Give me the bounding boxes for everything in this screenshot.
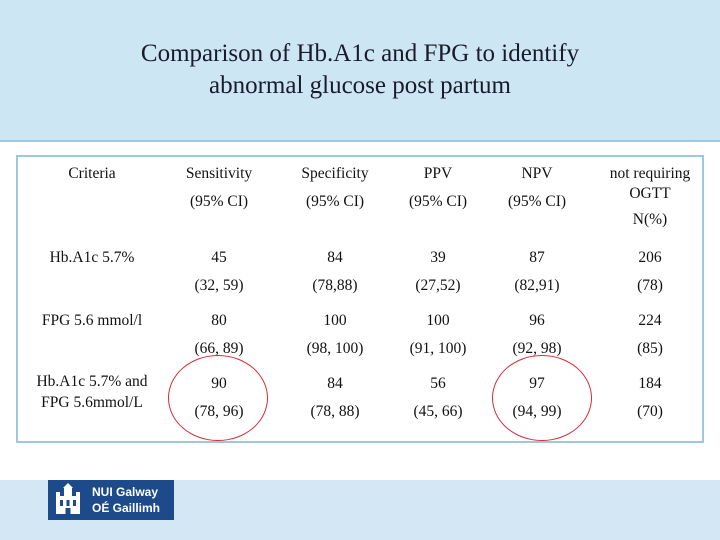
row3-specificity-ci: (78, 88) <box>310 403 360 420</box>
row1-sensitivity: 45 <box>211 249 227 266</box>
row1-specificity-ci: (78,88) <box>312 277 358 294</box>
row3-label-line2: FPG 5.6mmol/L <box>41 394 143 411</box>
row1-npv-ci: (82,91) <box>514 277 560 294</box>
row3-label: Hb.A1c 5.7% and <box>36 373 148 390</box>
nui-galway-logo: NUI Galway OÉ Gaillimh <box>48 480 174 520</box>
header-ogtt-line3: N(%) <box>632 211 668 228</box>
header-specificity-ci: (95% CI) <box>305 193 365 210</box>
title-divider <box>0 140 720 142</box>
header-ogtt-line1: not requiring <box>609 165 691 182</box>
header-ppv: PPV <box>423 165 453 182</box>
row1-sensitivity-ci: (32, 59) <box>194 277 244 294</box>
row2-sensitivity: 80 <box>211 312 227 329</box>
logo-text-english: NUI Galway <box>92 485 159 499</box>
header-ppv-ci: (95% CI) <box>408 193 468 210</box>
row2-specificity-ci: (98, 100) <box>306 340 364 357</box>
row1-ppv-ci: (27,52) <box>415 277 461 294</box>
row1-specificity: 84 <box>327 249 343 266</box>
slide-title-line1: Comparison of Hb.A1c and FPG to identify <box>140 40 580 67</box>
row2-specificity: 100 <box>323 312 347 329</box>
header-npv-ci: (95% CI) <box>507 193 567 210</box>
row2-ogtt: 224 <box>638 312 662 329</box>
logo-text-irish: OÉ Gaillimh <box>92 501 161 515</box>
row3-ppv-ci: (45, 66) <box>413 403 463 420</box>
header-criteria: Criteria <box>68 165 116 182</box>
header-ogtt-line2: OGTT <box>629 185 671 202</box>
row3-ogtt-pct: (70) <box>637 403 663 420</box>
slide-title-line2: abnormal glucose post partum <box>208 72 511 99</box>
header-npv: NPV <box>521 165 553 182</box>
comparison-table: Criteria Sensitivity (95% CI) Specificit… <box>16 155 704 443</box>
highlight-circle-sensitivity <box>168 355 268 441</box>
row2-label: FPG 5.6 mmol/l <box>41 312 143 329</box>
row1-label: Hb.A1c 5.7% <box>49 249 135 266</box>
row2-ogtt-pct: (85) <box>637 340 663 357</box>
header-sensitivity-ci: (95% CI) <box>189 193 249 210</box>
row1-ogtt: 206 <box>638 249 662 266</box>
row3-specificity: 84 <box>327 375 343 392</box>
row1-npv: 87 <box>529 249 545 266</box>
row3-ppv: 56 <box>430 375 446 392</box>
header-specificity: Specificity <box>301 165 369 182</box>
highlight-circle-npv <box>492 355 592 441</box>
row1-ogtt-pct: (78) <box>637 277 663 294</box>
header-sensitivity: Sensitivity <box>185 165 253 182</box>
row2-npv-ci: (92, 98) <box>512 340 562 357</box>
row2-sensitivity-ci: (66, 89) <box>194 340 244 357</box>
row1-ppv: 39 <box>430 249 446 266</box>
row2-ppv: 100 <box>426 312 450 329</box>
title-band <box>0 0 720 142</box>
university-crest-icon <box>50 482 86 518</box>
row2-ppv-ci: (91, 100) <box>409 340 467 357</box>
row3-ogtt: 184 <box>638 375 662 392</box>
row2-npv: 96 <box>529 312 545 329</box>
